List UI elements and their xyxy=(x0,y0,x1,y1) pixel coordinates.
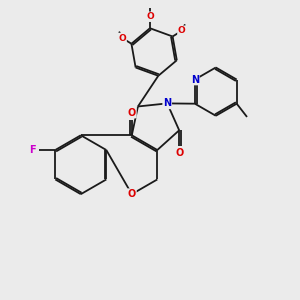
Text: N: N xyxy=(163,98,171,108)
Text: O: O xyxy=(128,108,136,118)
Text: N: N xyxy=(191,74,199,85)
Text: F: F xyxy=(29,145,36,155)
Text: O: O xyxy=(118,34,126,43)
Text: O: O xyxy=(146,12,154,21)
Text: O: O xyxy=(178,26,186,35)
Text: O: O xyxy=(128,189,136,199)
Text: O: O xyxy=(175,148,183,158)
